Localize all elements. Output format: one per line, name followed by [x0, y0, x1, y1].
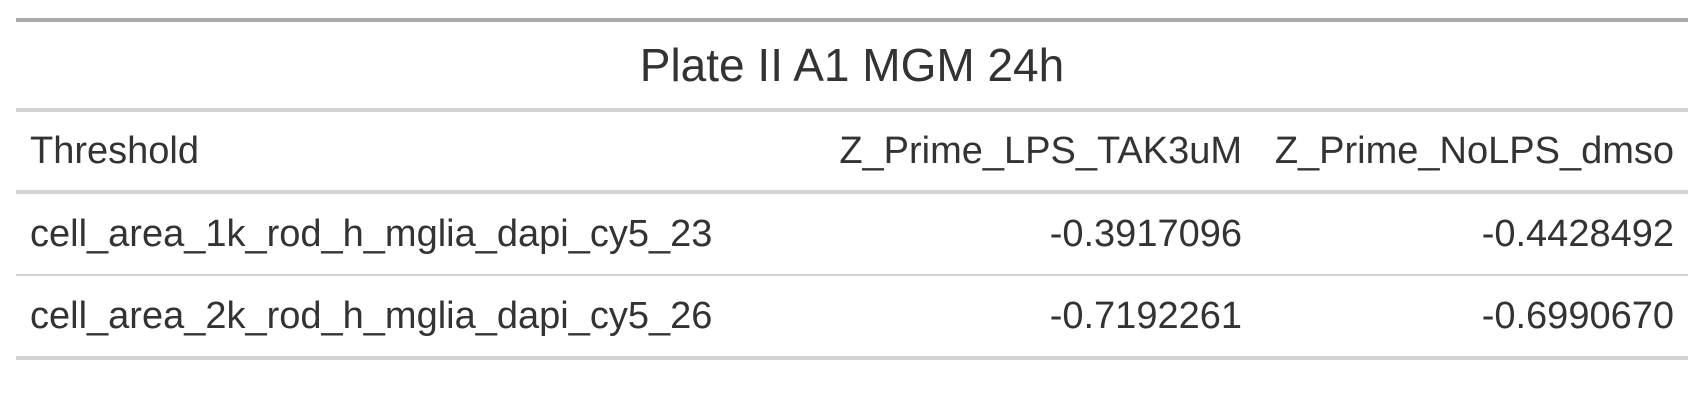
table-bottom-rule	[16, 356, 1688, 360]
header-divider	[16, 190, 1688, 194]
table-row: cell_area_1k_rod_h_mglia_dapi_cy5_23 -0.…	[16, 194, 1688, 274]
table-header-row: Threshold Z_Prime_LPS_TAK3uM Z_Prime_NoL…	[16, 112, 1688, 190]
column-header-z-prime-lps: Z_Prime_LPS_TAK3uM	[839, 129, 1242, 172]
data-table: Plate II A1 MGM 24h Threshold Z_Prime_LP…	[16, 18, 1688, 360]
column-header-z-prime-nolps: Z_Prime_NoLPS_dmso	[1274, 129, 1674, 172]
cell-z-prime-lps: -0.7192261	[1049, 294, 1242, 337]
cell-threshold: cell_area_1k_rod_h_mglia_dapi_cy5_23	[30, 212, 713, 255]
row-divider	[16, 274, 1688, 276]
cell-z-prime-lps: -0.3917096	[1049, 212, 1242, 255]
title-divider	[16, 108, 1688, 112]
table-title: Plate II A1 MGM 24h	[639, 39, 1065, 91]
cell-z-prime-nolps: -0.4428492	[1481, 212, 1674, 255]
column-header-threshold: Threshold	[30, 129, 199, 172]
table-row: cell_area_2k_rod_h_mglia_dapi_cy5_26 -0.…	[16, 276, 1688, 356]
cell-z-prime-nolps: -0.6990670	[1481, 294, 1674, 337]
table-top-rule	[16, 18, 1688, 22]
cell-threshold: cell_area_2k_rod_h_mglia_dapi_cy5_26	[30, 294, 713, 337]
